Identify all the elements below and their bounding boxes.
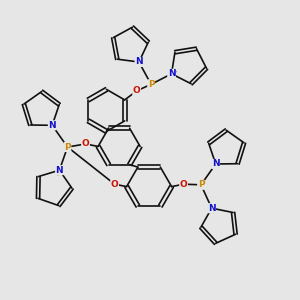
Text: N: N: [208, 204, 215, 213]
Text: N: N: [212, 160, 220, 169]
Text: N: N: [135, 58, 143, 67]
Text: P: P: [64, 142, 71, 152]
Text: O: O: [111, 180, 119, 189]
Text: N: N: [168, 69, 176, 78]
Text: O: O: [180, 180, 188, 189]
Text: N: N: [48, 121, 56, 130]
Text: P: P: [148, 80, 154, 89]
Text: O: O: [82, 140, 89, 148]
Text: O: O: [133, 86, 141, 95]
Text: P: P: [198, 180, 204, 189]
Text: N: N: [56, 166, 63, 175]
